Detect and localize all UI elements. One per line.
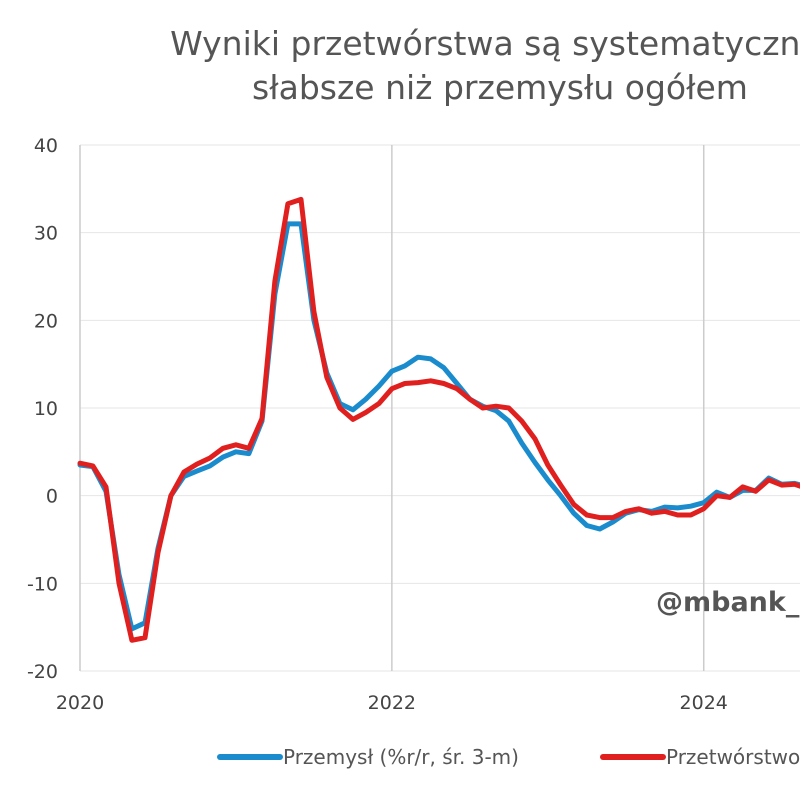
x-tick-label: 2022 — [368, 692, 416, 714]
x-tick-label: 2020 — [56, 692, 104, 714]
y-tick-label: 10 — [34, 398, 58, 420]
axis-layer: -20 -10 0 10 20 30 40 2020 2022 2024 — [27, 135, 728, 714]
legend-label-2: Przetwórstwo (%r/r, śr. 3-m) — [666, 745, 800, 769]
y-tick-label: 0 — [46, 486, 58, 508]
y-tick-label: -10 — [27, 573, 58, 595]
y-tick-label: 40 — [34, 135, 58, 157]
chart-title: Wyniki przetwórstwa są systematycznie sł… — [170, 24, 800, 107]
y-tick-label: 30 — [34, 223, 58, 245]
watermark-text: @mbank_research — [656, 587, 800, 618]
series-line-1 — [77, 221, 800, 632]
legend: Przemysł (%r/r, śr. 3-m) Przetwórstwo (%r… — [217, 745, 800, 769]
y-tick-label: 20 — [34, 310, 58, 332]
series-line-2 — [77, 196, 800, 643]
series-layer — [77, 196, 800, 643]
legend-label-1: Przemysł (%r/r, śr. 3-m) — [283, 745, 519, 769]
x-tick-label: 2024 — [680, 692, 728, 714]
grid-layer — [79, 144, 800, 672]
y-tick-label: -20 — [27, 661, 58, 683]
